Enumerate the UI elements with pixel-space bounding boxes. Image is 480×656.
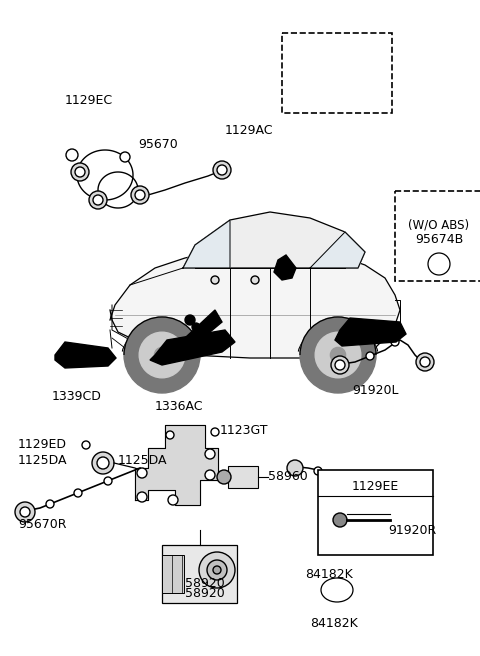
Circle shape <box>46 500 54 508</box>
Circle shape <box>89 191 107 209</box>
Circle shape <box>74 489 82 497</box>
Bar <box>162 545 237 603</box>
Text: 95670R: 95670R <box>18 518 67 531</box>
Text: 1129AC: 1129AC <box>225 125 274 138</box>
Circle shape <box>356 486 364 494</box>
Circle shape <box>93 195 103 205</box>
Text: 1129EC: 1129EC <box>65 94 113 106</box>
Circle shape <box>370 495 380 505</box>
Text: 1336AC: 1336AC <box>155 401 204 413</box>
Circle shape <box>331 356 349 374</box>
Circle shape <box>124 317 200 393</box>
Circle shape <box>213 566 221 574</box>
Circle shape <box>217 470 231 484</box>
Text: 84182K: 84182K <box>305 569 353 581</box>
Circle shape <box>166 431 174 439</box>
Circle shape <box>97 457 109 469</box>
Text: 1129ED: 1129ED <box>18 438 67 451</box>
Polygon shape <box>335 318 406 346</box>
Circle shape <box>71 163 89 181</box>
Text: 95674B: 95674B <box>415 233 463 246</box>
Text: 1123GT: 1123GT <box>220 424 268 436</box>
Bar <box>318 470 433 555</box>
Polygon shape <box>135 425 218 505</box>
Circle shape <box>205 449 215 459</box>
Text: 58920: 58920 <box>185 587 225 600</box>
Polygon shape <box>150 330 235 365</box>
Circle shape <box>192 323 200 331</box>
Text: 84182K: 84182K <box>310 617 358 630</box>
Circle shape <box>137 492 147 502</box>
Circle shape <box>336 475 344 483</box>
Circle shape <box>185 315 195 325</box>
Circle shape <box>391 338 399 346</box>
Polygon shape <box>55 342 116 368</box>
Circle shape <box>207 560 227 580</box>
Circle shape <box>205 470 215 480</box>
Circle shape <box>416 353 434 371</box>
Text: 58960: 58960 <box>268 470 308 483</box>
Circle shape <box>330 348 346 363</box>
Polygon shape <box>172 310 222 358</box>
Circle shape <box>92 452 114 474</box>
Circle shape <box>168 495 178 505</box>
Text: 1339CD: 1339CD <box>52 390 102 403</box>
Text: 1125DA: 1125DA <box>118 453 168 466</box>
Circle shape <box>139 332 185 378</box>
Circle shape <box>217 165 227 175</box>
Circle shape <box>300 317 376 393</box>
Bar <box>395 191 480 281</box>
Circle shape <box>420 357 430 367</box>
Polygon shape <box>183 220 230 268</box>
Text: 91920L: 91920L <box>352 384 398 396</box>
Bar <box>228 466 258 488</box>
Circle shape <box>315 332 361 378</box>
Circle shape <box>251 276 259 284</box>
Circle shape <box>335 360 345 370</box>
Text: (W/O ABS): (W/O ABS) <box>408 218 469 231</box>
Circle shape <box>20 507 30 517</box>
Circle shape <box>135 190 145 200</box>
Circle shape <box>66 149 78 161</box>
Circle shape <box>120 152 130 162</box>
Circle shape <box>211 276 219 284</box>
Circle shape <box>213 161 231 179</box>
Polygon shape <box>310 232 365 268</box>
Circle shape <box>75 167 85 177</box>
Bar <box>282 33 392 113</box>
Circle shape <box>365 490 385 510</box>
Polygon shape <box>110 245 400 358</box>
Text: 91920R: 91920R <box>388 523 436 537</box>
Text: 95670: 95670 <box>138 138 178 152</box>
Circle shape <box>131 186 149 204</box>
Polygon shape <box>183 212 365 268</box>
Text: 58920: 58920 <box>185 577 225 590</box>
Circle shape <box>82 441 90 449</box>
Circle shape <box>211 428 219 436</box>
Circle shape <box>155 348 169 363</box>
Text: 1129EE: 1129EE <box>351 480 398 493</box>
Circle shape <box>104 477 112 485</box>
Circle shape <box>333 513 347 527</box>
Text: 1125DA: 1125DA <box>18 453 68 466</box>
Circle shape <box>199 552 235 588</box>
Circle shape <box>137 468 147 478</box>
Bar <box>162 555 184 593</box>
Circle shape <box>366 352 374 360</box>
Polygon shape <box>274 255 296 280</box>
Circle shape <box>287 460 303 476</box>
Circle shape <box>314 467 322 475</box>
Circle shape <box>15 502 35 522</box>
